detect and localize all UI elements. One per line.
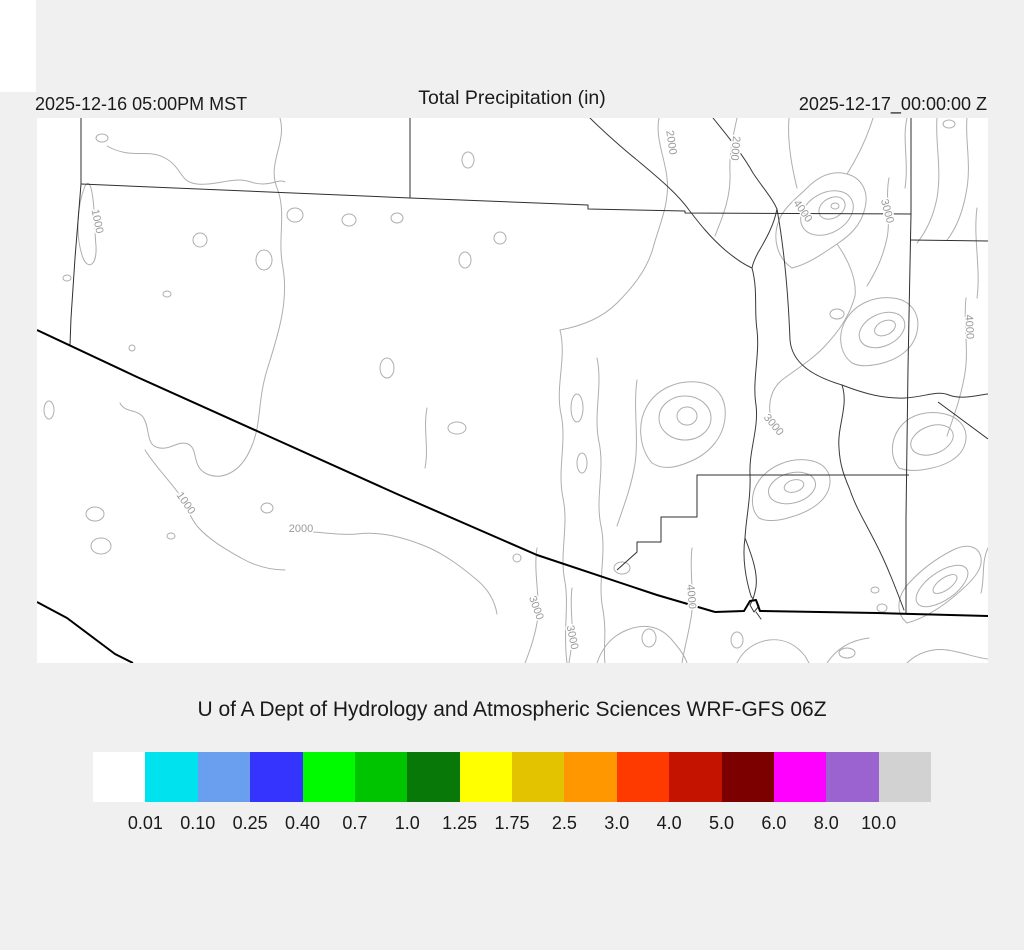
colorbar-tick-4.0: 4.0 xyxy=(656,813,682,833)
colorbar-cell-6 xyxy=(407,752,460,802)
colorbar-cell-9 xyxy=(564,752,617,802)
colorbar-tick-labels: 0.01 0.10 0.25 0.40 0.7 1.0 1.25 1.75 2.5 3.0 4.0 5… xyxy=(93,813,931,837)
colorbar-tick-0.10: 0.10 xyxy=(180,813,216,833)
colorbar-cell-8 xyxy=(512,752,565,802)
contour-label-2000-2: 2000 xyxy=(728,136,742,161)
colorbar-cell-7 xyxy=(459,752,512,802)
colorbar-tick-5.0: 5.0 xyxy=(708,813,735,833)
colorbar-cell-2 xyxy=(197,752,251,802)
colorbar-tick-8.0: 8.0 xyxy=(813,813,839,833)
valid-time-local: 2025-12-16 05:00PM MST xyxy=(35,94,248,114)
page-title: Total Precipitation (in) xyxy=(418,87,606,109)
colorbar-tick-0.01: 0.01 xyxy=(127,813,163,833)
colorbar-cell-0 xyxy=(93,752,146,802)
contour-label-4000-5: 4000 xyxy=(962,314,975,339)
coastline-border xyxy=(37,329,988,663)
colorbar-tick-3.0: 3.0 xyxy=(604,813,630,833)
colorbar-cell-14 xyxy=(826,752,879,802)
colorbar-cell-4 xyxy=(302,752,355,802)
colorbar-cell-1 xyxy=(145,752,198,802)
contour-label-2000-1: 2000 xyxy=(663,130,678,156)
colorbar-cell-13 xyxy=(773,752,827,802)
colorbar-cell-3 xyxy=(250,752,303,802)
colorbar-cell-10 xyxy=(616,752,670,802)
colorbar-tick-2.5: 2.5 xyxy=(551,813,577,833)
caption: U of A Dept of Hydrology and Atmospheric… xyxy=(197,698,827,721)
state-borders xyxy=(69,118,988,613)
contour-label-2000-8: 2000 xyxy=(289,523,313,535)
colorbar-cell-5 xyxy=(354,752,408,802)
colorbar-cell-12 xyxy=(721,752,774,802)
contour-label-4000-11: 4000 xyxy=(684,584,698,609)
valid-time-utc: 2025-12-17_00:00:00 Z xyxy=(798,94,987,114)
colorbar-tick-0.25: 0.25 xyxy=(232,813,268,833)
colorbar-tick-6.0: 6.0 xyxy=(761,813,787,833)
map-background xyxy=(37,118,988,663)
colorbar-tick-1.0: 1.0 xyxy=(394,813,420,833)
colorbar-tick-1.75: 1.75 xyxy=(494,813,530,833)
colorbar xyxy=(93,752,931,802)
colorbar-tick-0.40: 0.40 xyxy=(284,813,321,833)
precipitation-map: 1000 2000 2000 4000 3000 4000 3000 1000 2000 3000… xyxy=(37,118,988,663)
colorbar-cell-15 xyxy=(878,752,931,802)
colorbar-tick-0.7: 0.7 xyxy=(342,813,368,833)
colorbar-tick-10.0: 10.0 xyxy=(861,813,897,833)
background-corner-patch xyxy=(0,0,36,92)
colorbar-tick-1.25: 1.25 xyxy=(442,813,478,833)
colorbar-cell-11 xyxy=(669,752,722,802)
